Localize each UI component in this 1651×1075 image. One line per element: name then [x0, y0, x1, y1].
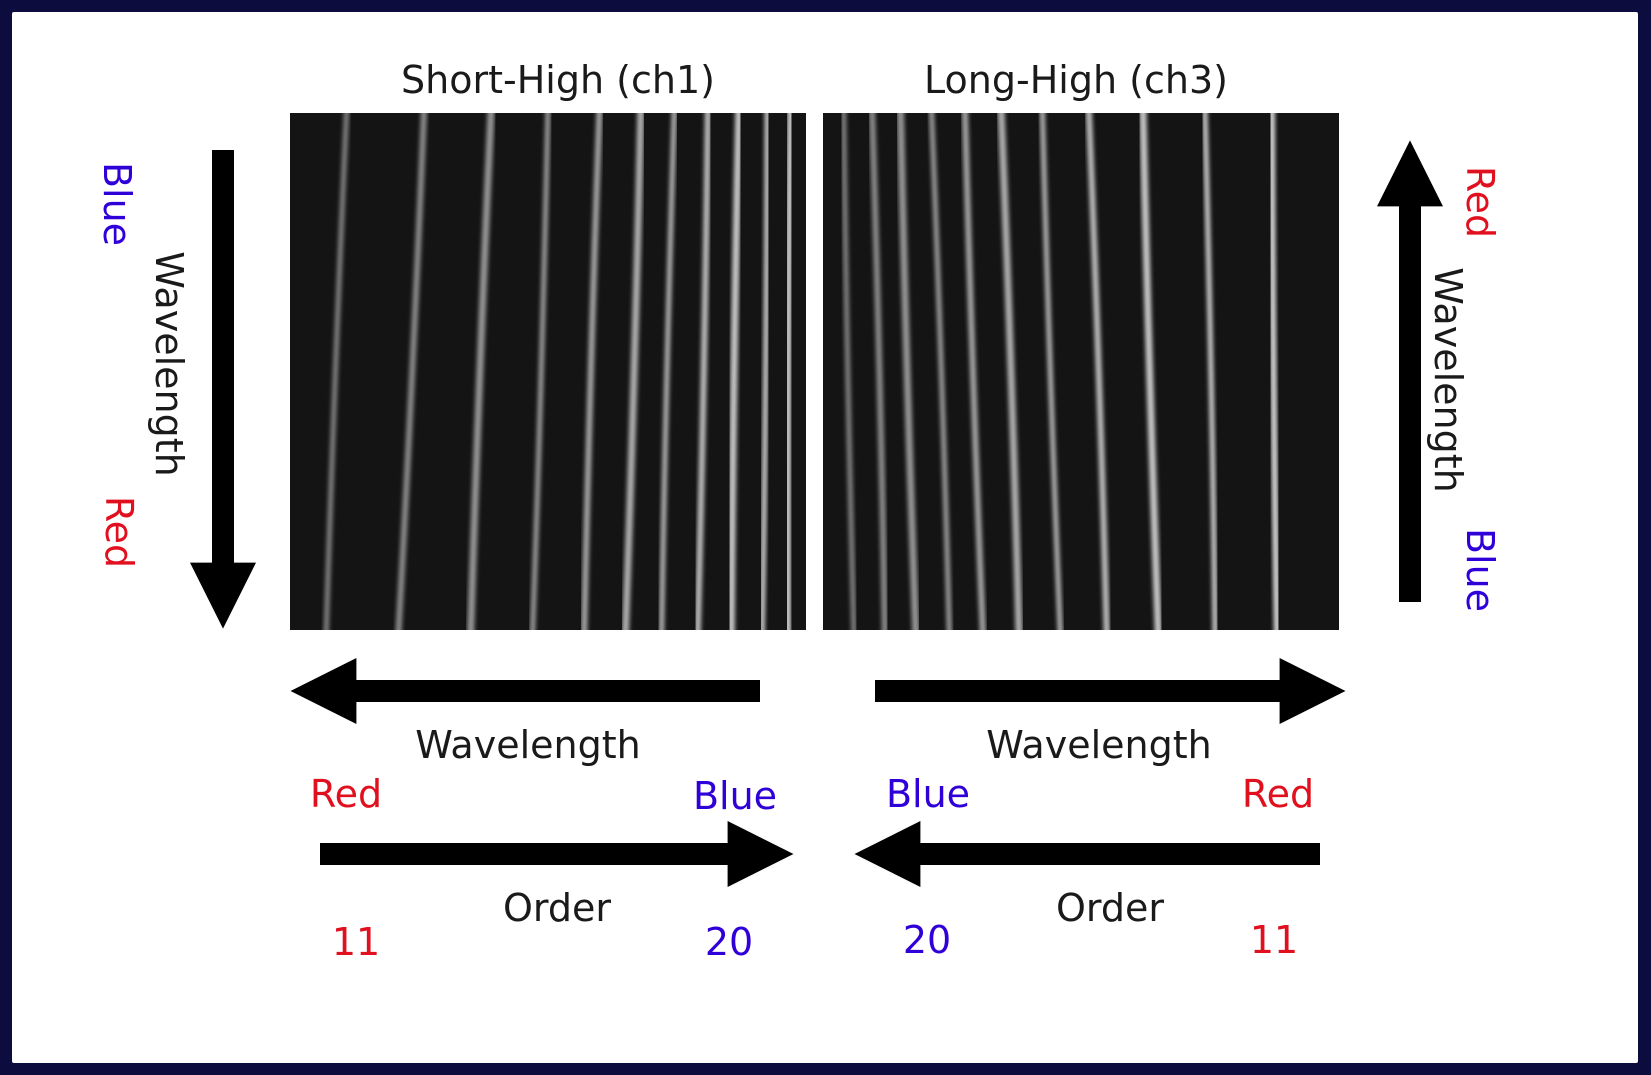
- right-wavelength-blue-end: Blue: [885, 772, 971, 816]
- long-high-order-stripe: [1268, 113, 1280, 630]
- long-high-spectral-orders: [841, 113, 1280, 630]
- left-wavelength-red-end: Red: [309, 772, 383, 816]
- short-high-detector-image: [290, 113, 806, 630]
- long-high-order-stripe: [962, 113, 986, 630]
- right-panel-title: Long-High (ch3): [924, 58, 1228, 102]
- short-high-order-stripe: [694, 113, 711, 630]
- short-high-order-stripe: [467, 113, 495, 630]
- short-high-order-stripe: [759, 113, 770, 630]
- left-wavelength-blue-end: Blue: [692, 774, 778, 818]
- short-high-order-stripe: [581, 113, 603, 630]
- short-high-order-stripe: [659, 113, 677, 630]
- right-order-end: 11: [1249, 918, 1299, 962]
- short-high-order-stripe: [323, 113, 350, 630]
- right-order-start: 20: [902, 918, 952, 962]
- short-high-order-stripe: [622, 113, 645, 630]
- short-high-order-stripe: [727, 113, 743, 630]
- long-high-order-stripe: [1085, 113, 1110, 630]
- long-high-order-stripe: [869, 113, 888, 630]
- short-high-order-stripe: [530, 113, 551, 630]
- long-high-order-stripe: [1202, 113, 1218, 630]
- right-wavelength-label: Wavelength: [986, 723, 1212, 767]
- arrows-layer: [190, 140, 1443, 887]
- long-high-order-stripe: [841, 113, 857, 630]
- long-high-order-stripe: [897, 113, 920, 630]
- short-high-order-stripe: [395, 113, 427, 630]
- left-order-start: 11: [331, 920, 381, 964]
- left-panel-title: Short-High (ch1): [401, 58, 715, 102]
- left-wavelength-label: Wavelength: [415, 723, 641, 767]
- long-high-order-stripe: [1039, 113, 1063, 630]
- left-order-end: 20: [704, 920, 754, 964]
- figure-panel: Short-High (ch1) Long-High (ch3) Blue Wa…: [12, 12, 1638, 1063]
- long-high-detector-image: [823, 113, 1339, 630]
- long-high-order-stripe: [929, 113, 952, 630]
- short-high-order-stripe: [784, 113, 794, 630]
- right-wavelength-red-end: Red: [1241, 772, 1315, 816]
- right-order-label: Order: [1056, 886, 1164, 930]
- long-high-order-stripe: [1139, 113, 1162, 630]
- long-high-order-stripe: [997, 113, 1023, 630]
- left-order-label: Order: [503, 886, 611, 930]
- short-high-spectral-orders: [323, 113, 794, 630]
